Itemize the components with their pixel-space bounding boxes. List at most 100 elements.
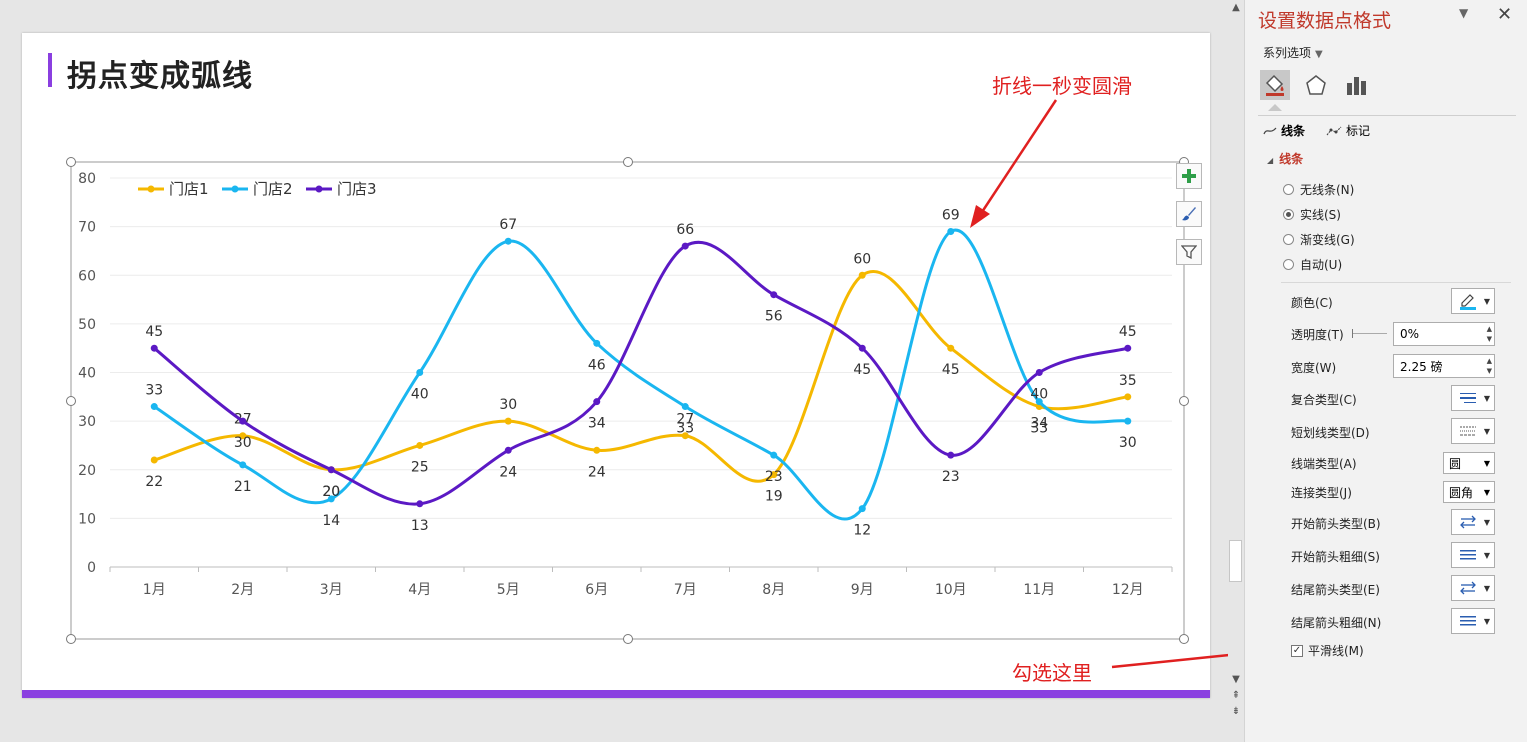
compound-type-button[interactable]: ▼ [1451, 385, 1495, 411]
prev-slide-icon[interactable]: ⇞ [1231, 690, 1241, 701]
pane-options-dropdown-icon[interactable]: ▼ [1459, 6, 1469, 20]
tab-effects[interactable] [1301, 70, 1331, 100]
data-label: 30 [1119, 435, 1137, 451]
line-chart[interactable]: 0 10 20 30 40 50 60 70 80 1月 2月 3月 4月 5月 6月 7月 8月 9月 10月 11… [22, 33, 1210, 698]
begin-arrow-size-button[interactable]: ▼ [1451, 542, 1495, 568]
y-tick-label: 60 [78, 268, 96, 284]
data-point [327, 495, 335, 503]
data-point [593, 339, 601, 347]
arrow-type-icon [1460, 581, 1476, 595]
section-line-header[interactable]: ◢ 线条 [1267, 150, 1303, 167]
smooth-line-label: 平滑线(M) [1308, 644, 1364, 658]
data-label: 40 [411, 387, 429, 403]
transparency-spinner[interactable]: 0% ▲ ▼ [1393, 322, 1495, 346]
begin-arrow-type-button[interactable]: ▼ [1451, 509, 1495, 535]
chevron-down-icon: ▼ [1483, 393, 1490, 403]
transparency-slider-track[interactable] [1353, 333, 1387, 334]
radio-no-line[interactable]: 无线条(N) [1283, 181, 1354, 198]
data-label: 12 [853, 523, 871, 539]
chart-elements-button[interactable] [1176, 163, 1202, 189]
filter-icon [1181, 245, 1197, 260]
data-label: 19 [765, 489, 783, 505]
series-options-dropdown[interactable]: 系列选项 ▼ [1263, 44, 1323, 61]
cap-type-select[interactable]: 圆 ▼ [1443, 452, 1495, 474]
data-label: 66 [676, 222, 694, 238]
data-label: 20 [322, 484, 340, 500]
scroll-down-icon[interactable]: ▼ [1232, 674, 1240, 685]
data-label: 21 [234, 479, 252, 495]
series-line-1 [152, 270, 1130, 483]
x-tick-label: 10月 [935, 582, 967, 598]
scroll-up-icon[interactable]: ▲ [1232, 2, 1240, 13]
radio-automatic[interactable]: 自动(U) [1283, 256, 1342, 273]
join-type-select[interactable]: 圆角 ▼ [1443, 481, 1495, 503]
spinner-arrows-icon[interactable]: ▲ ▼ [1486, 357, 1492, 375]
radio-solid-line[interactable]: 实线(S) [1283, 206, 1341, 223]
radio-solid-line-label: 实线(S) [1300, 208, 1341, 222]
compound-type-label: 复合类型(C) [1291, 393, 1357, 407]
series-options-label: 系列选项 [1263, 46, 1312, 60]
marker-line-icon [1326, 126, 1342, 135]
data-label: 34 [588, 416, 606, 432]
data-label: 13 [411, 518, 429, 534]
data-point [239, 417, 247, 425]
vertical-scrollbar[interactable]: ▲ ▼ ⇞ ⇟ [1228, 0, 1244, 742]
width-spinner[interactable]: 2.25 磅 ▲ ▼ [1393, 354, 1495, 378]
x-tick-label: 6月 [585, 582, 608, 598]
radio-gradient-line[interactable]: 渐变线(G) [1283, 231, 1355, 248]
scroll-thumb[interactable] [1229, 540, 1242, 582]
chevron-down-icon: ▼ [1483, 296, 1490, 306]
subtab-marker[interactable]: 标记 [1326, 122, 1370, 139]
color-picker-button[interactable]: ▼ [1451, 288, 1495, 314]
slide-title[interactable]: 拐点变成弧线 [67, 59, 253, 94]
section-line-label: 线条 [1279, 152, 1304, 166]
data-point [593, 446, 601, 454]
legend-marker [315, 185, 323, 193]
close-icon[interactable]: ✕ [1497, 4, 1513, 25]
end-arrow-type-label: 结尾箭头类型(E) [1291, 583, 1380, 597]
data-point [593, 398, 601, 406]
subtab-line[interactable]: 线条 [1263, 122, 1305, 139]
data-label: 45 [1119, 324, 1137, 340]
end-arrow-size-label: 结尾箭头粗细(N) [1291, 616, 1382, 630]
format-data-point-pane: 设置数据点格式 ▼ ✕ 系列选项 ▼ 线条 标记 ◢ 线条 无线条(N) 实线(S)… [1244, 0, 1527, 742]
tab-fill-line[interactable] [1260, 70, 1290, 100]
data-point [504, 417, 512, 425]
end-arrow-type-button[interactable]: ▼ [1451, 575, 1495, 601]
slide: 拐点变成弧线 0 10 20 30 40 50 60 70 80 1月 2月 3月 4月 5月 6月 7月 8月… [22, 33, 1210, 698]
data-point [504, 446, 512, 454]
radio-circle[interactable] [1283, 184, 1294, 195]
smooth-line-checkbox[interactable]: ✓ [1291, 644, 1303, 657]
spinner-arrows-icon[interactable]: ▲ ▼ [1486, 325, 1492, 343]
end-arrow-size-button[interactable]: ▼ [1451, 608, 1495, 634]
smooth-line-checkbox-row[interactable]: ✓ 平滑线(M) [1291, 642, 1364, 659]
resize-handle [1179, 634, 1189, 644]
data-point [770, 291, 778, 299]
arrow-size-icon [1460, 550, 1476, 560]
data-label: 30 [234, 435, 252, 451]
tab-series-options[interactable] [1341, 70, 1371, 100]
data-label: 27 [676, 412, 694, 428]
data-label: 14 [322, 513, 340, 529]
radio-circle[interactable] [1283, 234, 1294, 245]
data-point [770, 471, 778, 479]
radio-circle-selected[interactable] [1283, 209, 1294, 220]
chart-filters-button[interactable] [1176, 239, 1202, 265]
transparency-slider-thumb[interactable] [1352, 329, 1353, 338]
resize-handle [1179, 396, 1189, 406]
join-type-value: 圆角 [1449, 485, 1474, 500]
transparency-value[interactable]: 0% [1400, 327, 1420, 341]
smooth-hint-annotation: 折线一秒变圆滑 [992, 74, 1132, 98]
legend-marker [147, 185, 155, 193]
next-slide-icon[interactable]: ⇟ [1231, 706, 1241, 717]
data-label: 35 [1119, 373, 1137, 389]
chart-styles-button[interactable] [1176, 201, 1202, 227]
width-value[interactable]: 2.25 磅 [1400, 359, 1443, 374]
chevron-down-icon: ▼ [1483, 426, 1490, 436]
chevron-down-icon: ▼ [1483, 517, 1490, 527]
arrow-size-icon [1460, 616, 1476, 626]
radio-circle[interactable] [1283, 259, 1294, 270]
dash-type-button[interactable]: ▼ [1451, 418, 1495, 444]
data-point [504, 237, 512, 245]
data-label: 33 [1030, 421, 1048, 437]
